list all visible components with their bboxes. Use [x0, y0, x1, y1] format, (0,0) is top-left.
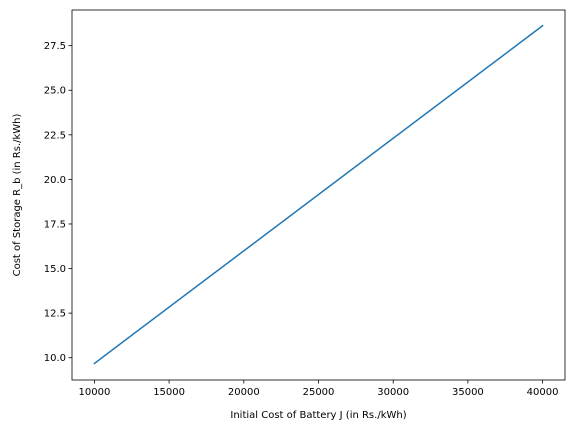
y-tick-label: 12.5 [44, 309, 66, 320]
y-tick-label: 22.5 [44, 130, 66, 141]
x-tick-label: 25000 [303, 387, 335, 398]
x-tick-label: 20000 [228, 387, 260, 398]
y-tick-label: 27.5 [44, 41, 66, 52]
x-tick-label: 10000 [79, 387, 111, 398]
series-layer [93, 24, 544, 365]
y-tick-label: 20.0 [44, 175, 66, 186]
x-tick-label: 30000 [377, 387, 409, 398]
series-line [93, 24, 544, 365]
x-tick-label: 15000 [153, 387, 185, 398]
y-tick-label: 10.0 [44, 353, 66, 364]
y-tick-label: 15.0 [44, 264, 66, 275]
plot-area-frame [71, 9, 566, 381]
x-tick-label: 40000 [527, 387, 559, 398]
y-tick-label: 17.5 [44, 219, 66, 230]
y-axis-ticks: 10.0 12.5 15.0 17.5 20.0 22.5 25.0 27.5 [44, 41, 72, 364]
y-axis-label: Cost of Storage R_b (in Rs./kWh) [12, 113, 23, 276]
x-tick-label: 35000 [452, 387, 484, 398]
x-axis-label: Initial Cost of Battery J (in Rs./kWh) [230, 410, 406, 421]
y-tick-label: 25.0 [44, 86, 66, 97]
x-axis-ticks: 10000 15000 20000 25000 30000 35000 40000 [79, 380, 559, 398]
